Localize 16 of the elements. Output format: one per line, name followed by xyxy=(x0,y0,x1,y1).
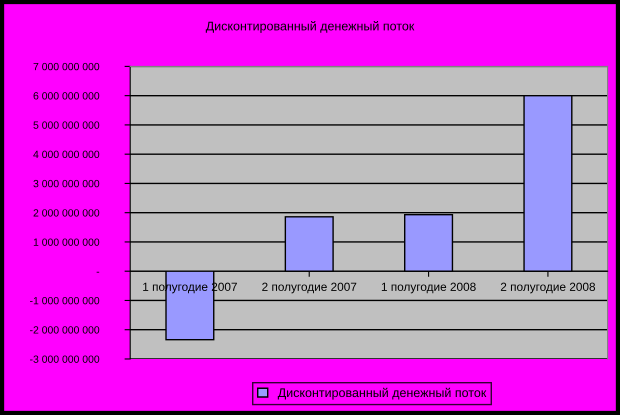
y-tick-label: 5 000 000 000 xyxy=(33,121,100,129)
y-tick-label: 6 000 000 000 xyxy=(34,92,100,100)
x-tick-label: 2 полугодие 2007 xyxy=(262,282,356,294)
y-tick-label: 2 000 000 000 xyxy=(34,209,100,217)
y-tick-label: -1 000 000 000 xyxy=(30,296,100,304)
y-tick-label: -3 000 000 000 xyxy=(30,355,100,363)
y-tick-label: 3 000 000 000 xyxy=(33,180,100,188)
y-tick-label: -2 000 000 000 xyxy=(30,326,100,334)
y-tick-label: - xyxy=(96,272,100,273)
x-tick-label: 2 полугодие 2008 xyxy=(500,282,596,294)
y-tick-label: 7 000 000 000 xyxy=(34,62,100,70)
legend-label: Дисконтированный денежный поток xyxy=(278,388,486,400)
y-tick-label: 1 000 000 000 xyxy=(34,238,100,246)
chart-title: Дисконтированный денежный поток xyxy=(206,21,414,33)
y-tick-label: 4 000 000 000 xyxy=(33,150,100,158)
x-tick-label: 1 полугодие 2008 xyxy=(382,282,476,294)
